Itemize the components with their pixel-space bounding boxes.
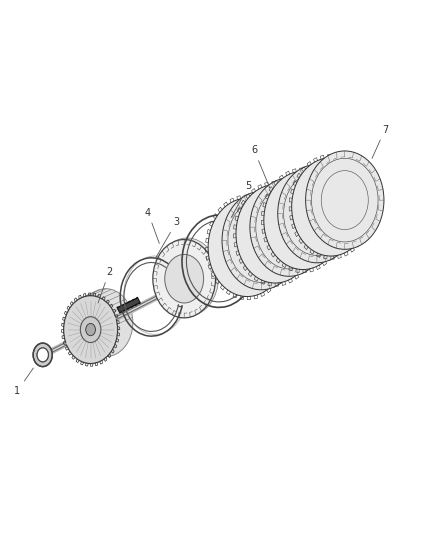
Ellipse shape bbox=[264, 171, 342, 270]
Ellipse shape bbox=[80, 317, 101, 343]
Ellipse shape bbox=[165, 254, 204, 303]
Ellipse shape bbox=[306, 151, 384, 249]
Ellipse shape bbox=[156, 238, 219, 316]
Text: 4: 4 bbox=[145, 207, 159, 244]
Ellipse shape bbox=[153, 239, 215, 318]
Ellipse shape bbox=[278, 165, 356, 263]
Ellipse shape bbox=[79, 289, 133, 357]
Ellipse shape bbox=[37, 348, 48, 362]
Text: 1: 1 bbox=[14, 368, 33, 396]
Ellipse shape bbox=[236, 184, 314, 283]
Ellipse shape bbox=[222, 191, 300, 290]
Text: 7: 7 bbox=[372, 125, 388, 158]
Ellipse shape bbox=[64, 296, 117, 364]
Text: 5: 5 bbox=[231, 181, 251, 217]
Text: 6: 6 bbox=[251, 146, 270, 188]
Ellipse shape bbox=[33, 343, 52, 367]
Text: 2: 2 bbox=[98, 267, 112, 303]
Text: 3: 3 bbox=[155, 217, 180, 259]
Ellipse shape bbox=[208, 198, 286, 296]
Ellipse shape bbox=[292, 158, 370, 256]
Ellipse shape bbox=[86, 324, 95, 336]
Ellipse shape bbox=[250, 178, 328, 276]
